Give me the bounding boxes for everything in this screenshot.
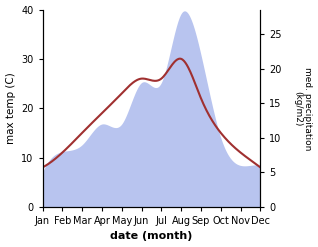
X-axis label: date (month): date (month) [110, 231, 193, 242]
Y-axis label: med. precipitation
(kg/m2): med. precipitation (kg/m2) [293, 66, 313, 150]
Y-axis label: max temp (C): max temp (C) [5, 72, 16, 144]
